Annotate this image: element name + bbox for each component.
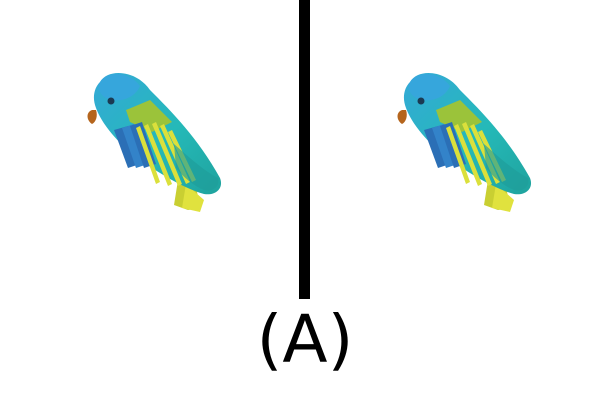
divider-line [299,0,310,299]
figure-caption: (A) [256,301,354,378]
parrot-icon [87,72,222,212]
right-panel [388,60,548,220]
parrot-icon [397,72,532,212]
left-panel [78,60,238,220]
